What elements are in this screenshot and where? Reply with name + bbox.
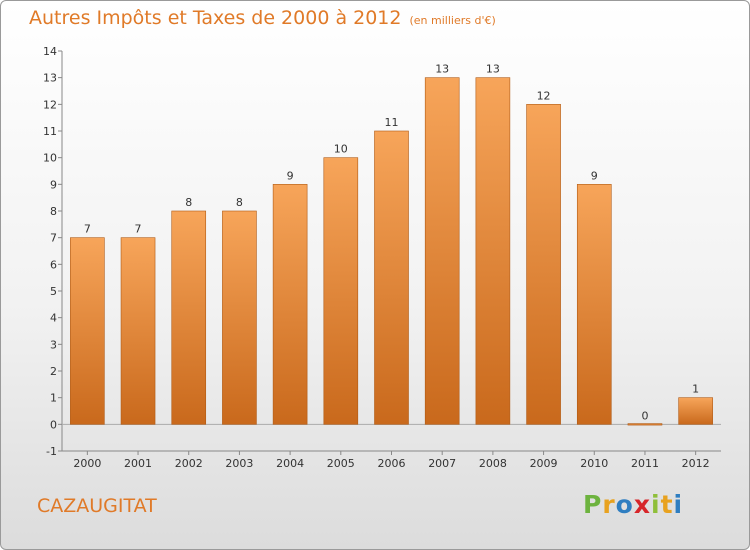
value-label-2000: 7 xyxy=(84,223,91,236)
y-tick-label: 4 xyxy=(50,312,57,325)
bar-2009 xyxy=(526,104,561,425)
x-tick-label-2011: 2011 xyxy=(631,457,659,470)
bar-2000 xyxy=(70,237,105,425)
y-tick-label: 12 xyxy=(43,98,57,111)
bar-2007 xyxy=(424,77,460,425)
bar-2003 xyxy=(222,210,257,425)
title-main: Autres Impôts et Taxes de 2000 à 2012 xyxy=(29,7,402,29)
y-tick-label: 8 xyxy=(50,205,57,218)
y-tick-label: 7 xyxy=(50,232,57,245)
x-tick-label-2004: 2004 xyxy=(276,457,304,470)
proxiti-logo: Proxiti xyxy=(583,490,683,519)
bar-2010 xyxy=(576,184,612,425)
x-tick-label-2007: 2007 xyxy=(428,457,456,470)
logo-letter: i xyxy=(651,490,661,519)
logo-letter: t xyxy=(660,490,674,519)
x-tick-label-2009: 2009 xyxy=(530,457,558,470)
x-tick-label-2000: 2000 xyxy=(73,457,101,470)
y-tick-label: 13 xyxy=(43,72,57,85)
value-label-2003: 8 xyxy=(236,196,243,209)
value-label-2008: 13 xyxy=(486,63,500,76)
value-label-2012: 1 xyxy=(692,383,699,396)
value-label-2001: 7 xyxy=(135,223,142,236)
chart-title: Autres Impôts et Taxes de 2000 à 2012 (en… xyxy=(29,7,496,29)
x-tick-label-2001: 2001 xyxy=(124,457,152,470)
value-label-2006: 11 xyxy=(385,116,399,129)
y-tick-label: 3 xyxy=(50,338,57,351)
logo-letter: r xyxy=(602,490,616,519)
bar-2004 xyxy=(272,184,308,425)
y-tick-label: 1 xyxy=(50,392,57,405)
value-label-2005: 10 xyxy=(334,143,348,156)
value-label-2002: 8 xyxy=(185,196,192,209)
y-tick-label: 11 xyxy=(43,125,57,138)
x-tick-label-2003: 2003 xyxy=(225,457,253,470)
logo-letter: x xyxy=(633,490,651,519)
value-label-2010: 9 xyxy=(591,169,598,182)
bar-2006 xyxy=(374,130,409,425)
bar-2011 xyxy=(627,423,663,426)
bars xyxy=(70,77,713,426)
y-tick-label: 10 xyxy=(43,152,57,165)
y-tick-label: 9 xyxy=(50,178,57,191)
y-tick-label: 2 xyxy=(50,365,57,378)
y-tick-label: 0 xyxy=(50,418,57,431)
x-tick-label-2006: 2006 xyxy=(378,457,406,470)
y-tick-label: 6 xyxy=(50,258,57,271)
value-label-2007: 13 xyxy=(435,63,449,76)
y-tick-label: -1 xyxy=(46,445,57,458)
bar-2012 xyxy=(678,397,713,425)
bar-2001 xyxy=(120,237,156,425)
value-label-2004: 9 xyxy=(287,169,294,182)
y-tick-label: 5 xyxy=(50,285,57,298)
x-tick-label-2010: 2010 xyxy=(580,457,608,470)
value-label-2009: 12 xyxy=(537,89,551,102)
x-tick-label-2002: 2002 xyxy=(175,457,203,470)
x-tick-label-2005: 2005 xyxy=(327,457,355,470)
x-tick-label-2008: 2008 xyxy=(479,457,507,470)
title-unit: (en milliers d'€) xyxy=(409,14,496,27)
logo-letter: P xyxy=(583,490,603,519)
bar-2002 xyxy=(171,210,207,425)
bar-2005 xyxy=(323,157,359,425)
x-tick-label-2012: 2012 xyxy=(682,457,710,470)
logo-letter: i xyxy=(673,490,684,519)
logo-letter: o xyxy=(615,490,634,519)
bar-2008 xyxy=(475,77,511,425)
data-labels: 7 7 8 8 9 10 11 13 13 12 9 0 1 xyxy=(84,63,699,423)
y-tick-label: 14 xyxy=(43,45,57,58)
value-label-2011: 0 xyxy=(641,409,648,422)
commune-name: CAZAUGITAT xyxy=(37,495,157,517)
